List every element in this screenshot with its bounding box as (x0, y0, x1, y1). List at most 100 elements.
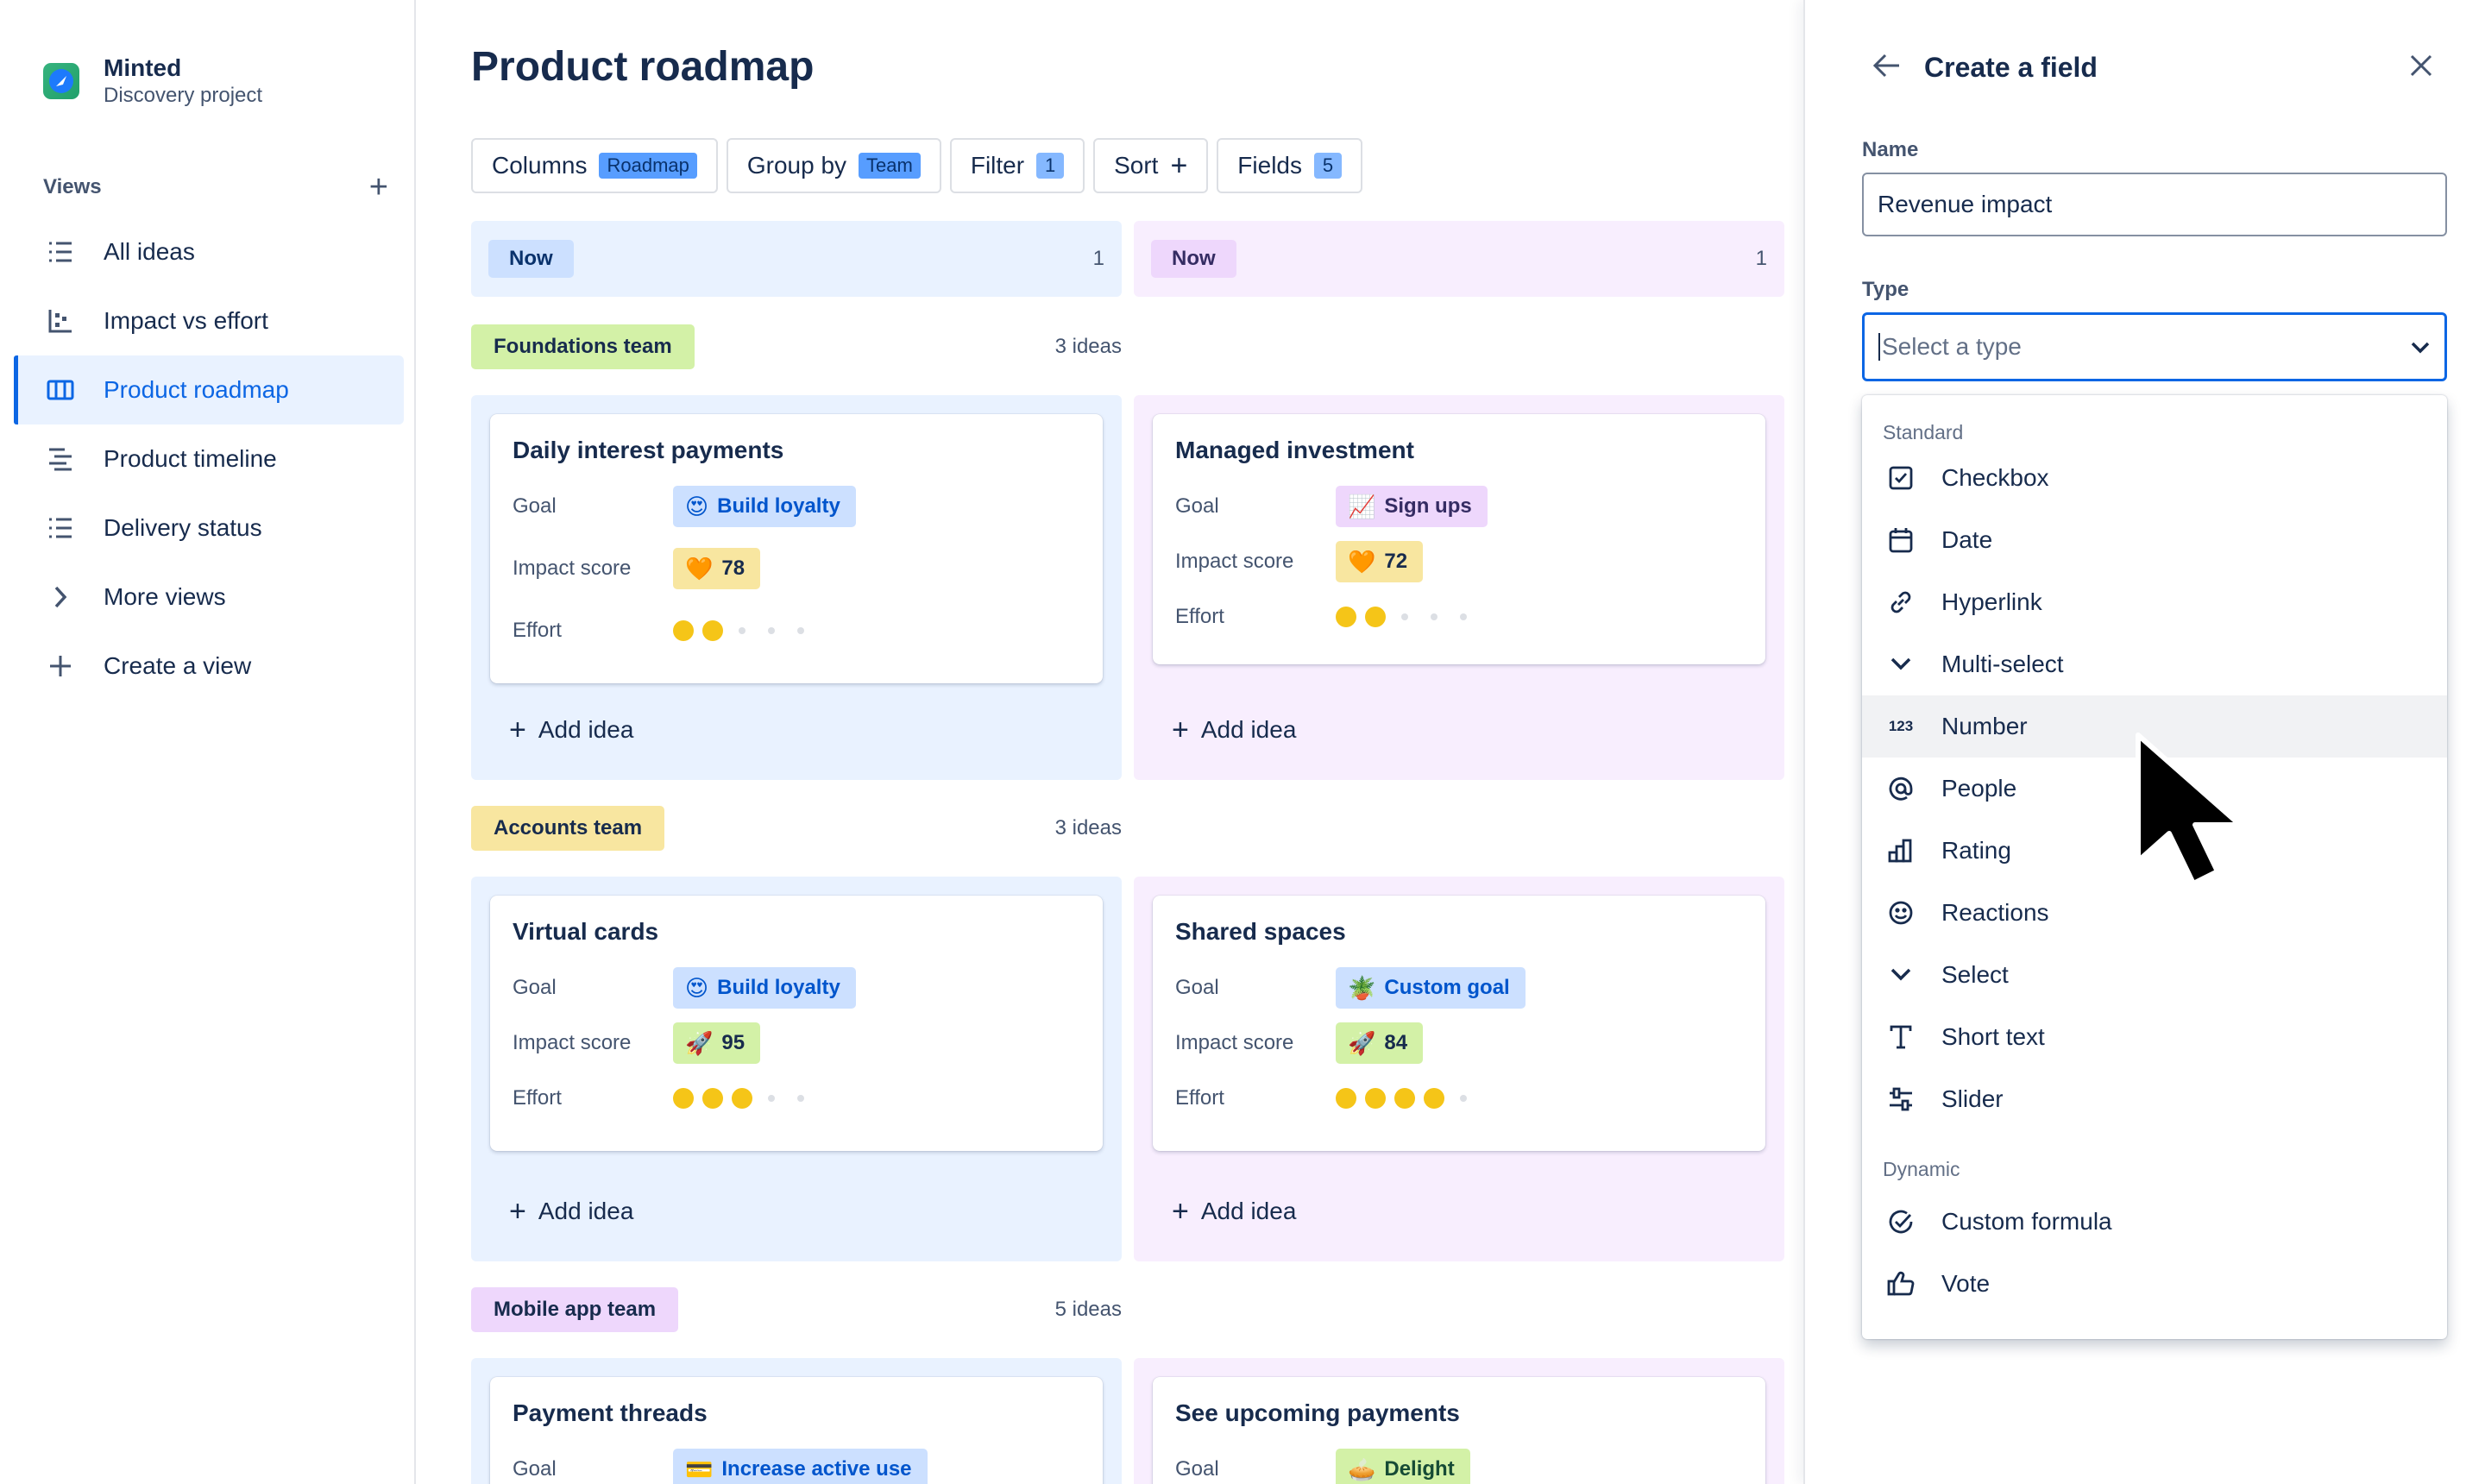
effort-rating[interactable] (1336, 1088, 1474, 1109)
type-option-rating[interactable]: Rating (1862, 820, 2447, 882)
option-label: Rating (1941, 837, 2011, 864)
sidebar-item-delivery-status[interactable]: Delivery status (14, 494, 404, 563)
effort-dot-filled (702, 1088, 723, 1109)
sidebar-item-product-roadmap[interactable]: Product roadmap (14, 355, 404, 424)
add-idea-button[interactable]: + Add idea (509, 715, 633, 745)
type-option-multi-select[interactable]: Multi-select (1862, 633, 2447, 695)
impact-row: Impact score 🧡 72 (1175, 540, 1743, 583)
filter-label: Filter (970, 152, 1025, 179)
goal-value: Increase active use (721, 1457, 912, 1481)
idea-title: Daily interest payments (513, 437, 784, 463)
name-field[interactable]: Revenue impact (1862, 173, 2447, 236)
option-label: Custom formula (1941, 1208, 2112, 1235)
goal-value: Build loyalty (717, 976, 840, 999)
checkbox-icon (1886, 463, 1916, 493)
column-label: Now (488, 240, 574, 278)
type-option-custom-formula[interactable]: Custom formula (1862, 1191, 2447, 1253)
column-header-now[interactable]: Now 1 (1134, 221, 1784, 297)
sidebar-item-product-timeline[interactable]: Product timeline (14, 424, 404, 494)
add-idea-button[interactable]: + Add idea (1172, 715, 1296, 745)
effort-label: Effort (1175, 605, 1224, 628)
type-option-reactions[interactable]: Reactions (1862, 882, 2447, 944)
impact-emoji-icon: 🚀 (1348, 1029, 1376, 1056)
idea-card[interactable]: Payment threads Goal 💳 Increase active us… (490, 1377, 1103, 1484)
effort-rating[interactable] (1336, 607, 1474, 627)
type-option-short-text[interactable]: Short text (1862, 1006, 2447, 1068)
goal-row: Goal 😍 Build loyalty (513, 966, 1080, 1009)
type-option-date[interactable]: Date (1862, 509, 2447, 571)
group-header[interactable]: Accounts team 3 ideas (471, 806, 1122, 851)
impact-tag[interactable]: 🧡 72 (1336, 541, 1424, 582)
idea-card[interactable]: See upcoming payments Goal 🥧 Delight (1153, 1377, 1765, 1484)
goal-value: Build loyalty (717, 494, 840, 518)
back-arrow-icon[interactable] (1872, 53, 1902, 83)
effort-dot-filled (673, 1088, 694, 1109)
column-header-now[interactable]: Now 1 (471, 221, 1122, 297)
matrix-chart-icon (47, 307, 74, 335)
group-by-label: Group by (746, 152, 847, 179)
impact-tag[interactable]: 🚀 95 (673, 1022, 761, 1064)
impact-row: Impact score 🧡 78 (513, 547, 1080, 590)
type-select[interactable]: Select a type (1862, 312, 2447, 381)
option-label: Select (1941, 961, 2009, 988)
idea-card[interactable]: Shared spaces Goal 🪴 Custom goal Impact s… (1153, 896, 1765, 1151)
idea-card[interactable]: Daily interest payments Goal 😍 Build loya… (490, 414, 1103, 683)
chevron-down-icon (2410, 333, 2431, 361)
fields-button[interactable]: Fields 5 (1217, 138, 1362, 193)
chevron-down-icon (1886, 650, 1916, 679)
group-by-button[interactable]: Group by Team (726, 138, 941, 193)
add-view-icon[interactable]: + (368, 169, 388, 205)
rating-bars-icon (1886, 836, 1916, 865)
views-label: Views (43, 175, 102, 198)
text-caret (1878, 333, 1880, 361)
emoji-icon (1886, 898, 1916, 928)
columns-button[interactable]: Columns Roadmap (471, 138, 718, 193)
type-option-select[interactable]: Select (1862, 944, 2447, 1006)
sidebar-item-all-ideas[interactable]: All ideas (14, 217, 404, 286)
effort-dot-filled (1365, 1088, 1386, 1109)
type-option-slider[interactable]: Slider (1862, 1068, 2447, 1130)
type-option-checkbox[interactable]: Checkbox (1862, 447, 2447, 509)
idea-card[interactable]: Virtual cards Goal 😍 Build loyalty Impact… (490, 896, 1103, 1151)
goal-emoji-icon: 💳 (685, 1456, 714, 1482)
goal-emoji-icon: 😍 (685, 493, 709, 519)
idea-card[interactable]: Managed investment Goal 📈 Sign ups Impact… (1153, 414, 1765, 664)
sidebar-item-more-views[interactable]: More views (14, 563, 404, 632)
effort-rating[interactable] (673, 1088, 811, 1109)
type-option-people[interactable]: People (1862, 758, 2447, 820)
add-idea-button[interactable]: + Add idea (509, 1195, 633, 1228)
goal-tag[interactable]: 😍 Build loyalty (673, 486, 856, 527)
idea-title: See upcoming payments (1175, 1399, 1460, 1426)
close-icon[interactable] (2409, 53, 2433, 82)
goal-tag[interactable]: 😍 Build loyalty (673, 967, 856, 1009)
effort-rating[interactable] (673, 620, 811, 641)
goal-tag[interactable]: 🪴 Custom goal (1336, 967, 1526, 1009)
impact-tag[interactable]: 🧡 78 (673, 548, 761, 589)
type-option-vote[interactable]: Vote (1862, 1253, 2447, 1315)
goal-emoji-icon: 🥧 (1348, 1456, 1376, 1482)
sidebar-item-create-view[interactable]: Create a view (14, 632, 404, 701)
option-label: Slider (1941, 1085, 2004, 1112)
group-header[interactable]: Foundations team 3 ideas (471, 324, 1122, 369)
option-label: Multi-select (1941, 651, 2064, 677)
plus-icon: + (509, 1195, 526, 1228)
effort-dot-filled (1336, 1088, 1356, 1109)
type-option-hyperlink[interactable]: Hyperlink (1862, 571, 2447, 633)
group-header[interactable]: Mobile app team 5 ideas (471, 1287, 1122, 1332)
goal-tag[interactable]: 🥧 Delight (1336, 1449, 1470, 1484)
list-icon (47, 514, 74, 542)
project-header[interactable]: Minted Discovery project (43, 53, 262, 109)
filter-button[interactable]: Filter 1 (949, 138, 1085, 193)
effort-dot-empty (768, 627, 775, 634)
sidebar-item-impact-vs-effort[interactable]: Impact vs effort (14, 286, 404, 355)
at-sign-icon (1886, 774, 1916, 803)
goal-tag[interactable]: 📈 Sign ups (1336, 486, 1488, 527)
option-label: Number (1941, 713, 2028, 739)
effort-label: Effort (513, 619, 562, 642)
plus-icon: + (1172, 1195, 1189, 1228)
goal-tag[interactable]: 💳 Increase active use (673, 1449, 928, 1484)
impact-tag[interactable]: 🚀 84 (1336, 1022, 1424, 1064)
sort-button[interactable]: Sort + (1093, 138, 1209, 193)
effort-dot-filled (1365, 607, 1386, 627)
add-idea-button[interactable]: + Add idea (1172, 1195, 1296, 1228)
